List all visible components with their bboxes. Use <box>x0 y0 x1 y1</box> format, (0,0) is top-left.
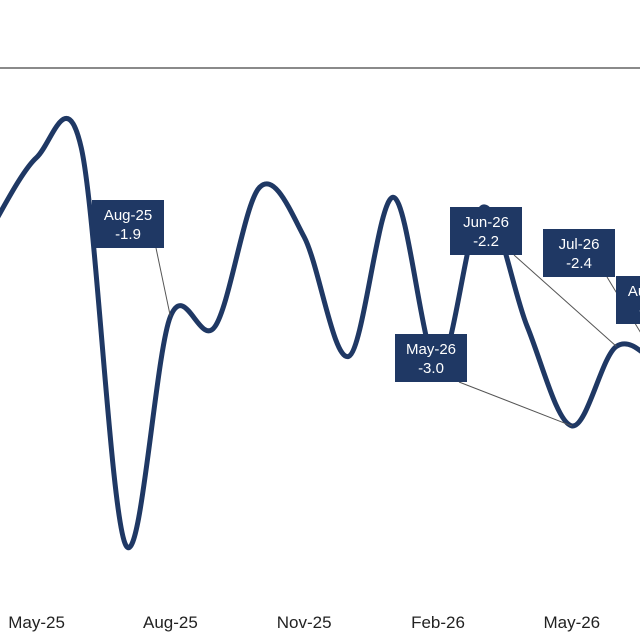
x-tick-label: Nov-25 <box>277 613 332 632</box>
callout: May-26 -3.0 <box>395 334 572 427</box>
callout-value: -2.4 <box>566 255 592 272</box>
callout-month: May-26 <box>406 341 456 358</box>
callout-box <box>92 200 164 248</box>
callout: Jun-26 -2.2 <box>450 207 617 347</box>
series-line <box>0 116 640 551</box>
callout-box <box>616 276 640 324</box>
callout-month: Jun-26 <box>463 214 509 231</box>
callouts: Aug-25 -1.9 May-26 -3.0 Jun-26 -2.2 Jul-26 -2.4… <box>92 200 640 427</box>
callout-box <box>450 207 522 255</box>
callout-month: Aug-26 <box>628 283 640 300</box>
callout-leader <box>513 254 617 347</box>
x-tick-label: May-25 <box>8 613 65 632</box>
callout: Jul-26 -2.4 <box>543 229 640 333</box>
callout-month: Jul-26 <box>559 236 600 253</box>
x-tick-label: Aug-25 <box>143 613 198 632</box>
x-tick-label: May-26 <box>543 613 600 632</box>
callout-box <box>395 334 467 382</box>
callout: Aug-26-2.7 <box>616 276 640 324</box>
callout-month: Aug-25 <box>104 207 152 224</box>
callout-value: -2.2 <box>473 233 499 250</box>
callout-leader <box>458 381 572 427</box>
callout-value: -1.9 <box>115 226 141 243</box>
x-tick-label: Feb-26 <box>411 613 465 632</box>
callout-value: -3.0 <box>418 360 444 377</box>
callout-leader <box>155 247 171 317</box>
callout-box <box>543 229 615 277</box>
callout: Aug-25 -1.9 <box>92 200 171 317</box>
